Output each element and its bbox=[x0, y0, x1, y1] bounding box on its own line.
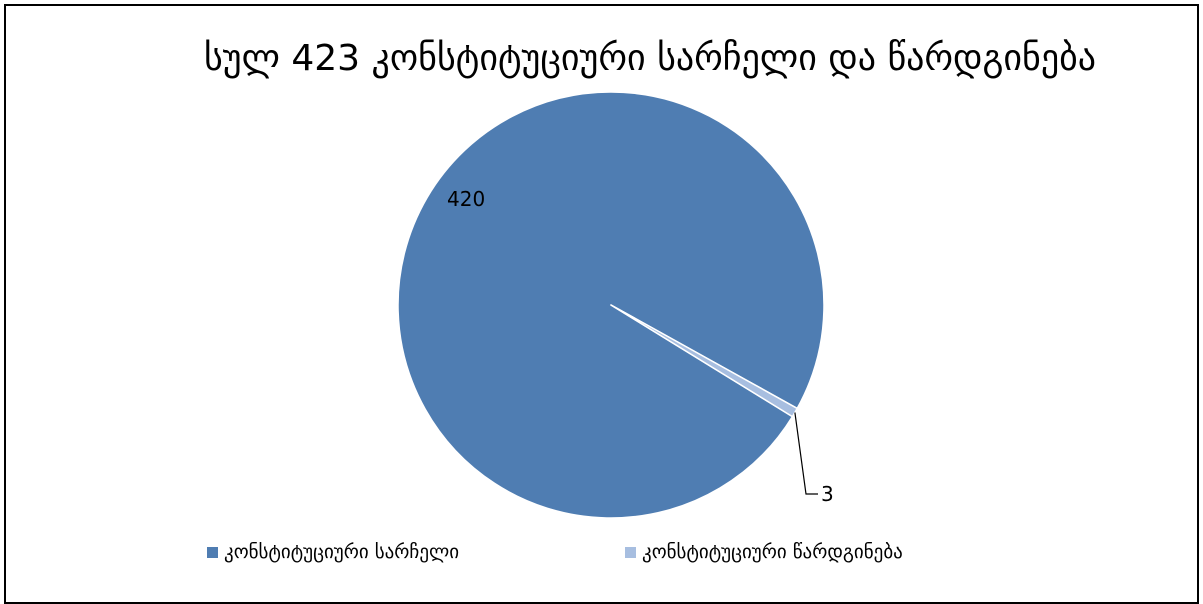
data-label-0: 420 bbox=[447, 187, 485, 211]
leader-line-1 bbox=[794, 412, 818, 495]
legend-swatch-submission bbox=[625, 546, 636, 558]
chart-title: სულ 423 კონსტიტუციური სარჩელი და წარდგინ… bbox=[203, 38, 1097, 79]
legend-label-submission: კონსტიტუციური წარდგინება bbox=[642, 541, 903, 563]
pie-chart: 420 3 bbox=[397, 91, 834, 519]
legend-label-complaint: კონსტიტუციური სარჩელი bbox=[224, 541, 460, 563]
legend-swatch-complaint bbox=[207, 546, 218, 558]
chart-legend: კონსტიტუციური სარჩელი კონსტიტუციური წარდ… bbox=[0, 541, 1203, 571]
data-label-1: 3 bbox=[821, 482, 834, 506]
legend-item-submission: კონსტიტუციური წარდგინება bbox=[625, 541, 903, 563]
legend-item-complaint: კონსტიტუციური სარჩელი bbox=[207, 541, 459, 563]
